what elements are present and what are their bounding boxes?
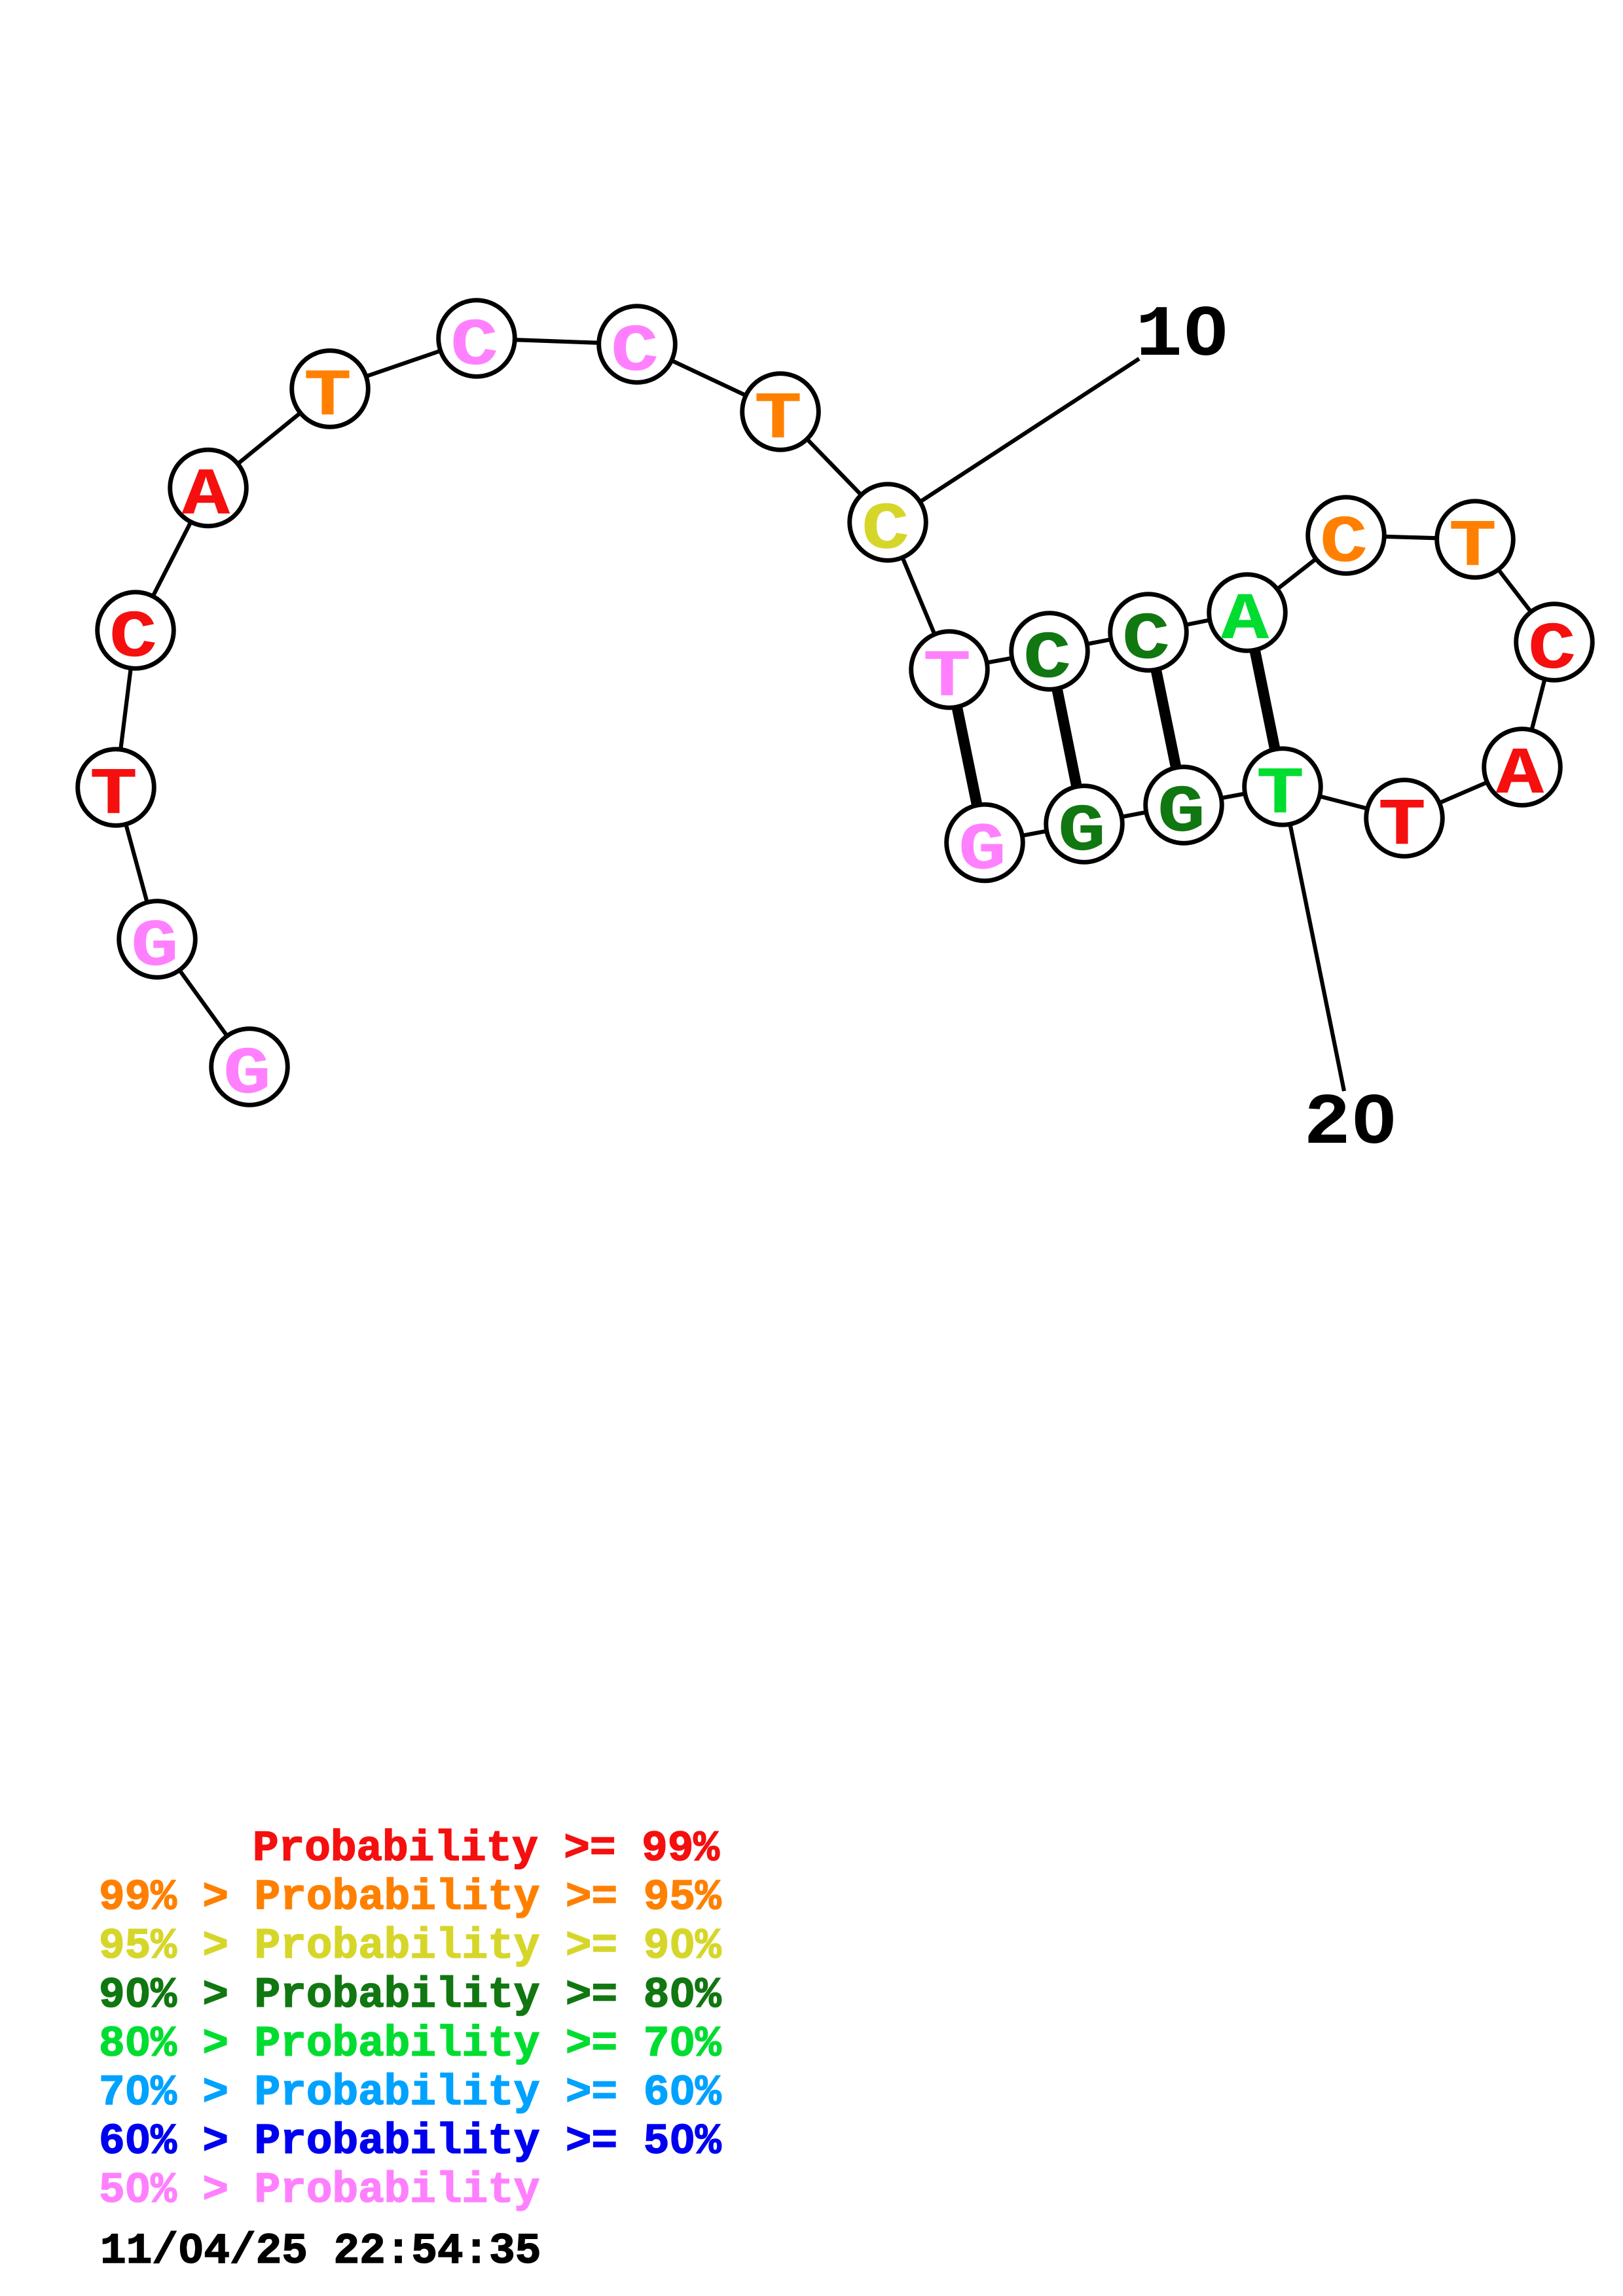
svg-text:G: G bbox=[958, 814, 1006, 888]
svg-text:C: C bbox=[109, 601, 157, 676]
svg-text:C: C bbox=[611, 315, 659, 390]
svg-text:T: T bbox=[90, 759, 137, 833]
svg-text:C: C bbox=[1320, 507, 1368, 581]
svg-text:C: C bbox=[450, 310, 498, 384]
svg-text:A: A bbox=[1221, 584, 1269, 658]
svg-text:70% > Probability >= 60%: 70% > Probability >= 60% bbox=[99, 2068, 721, 2117]
svg-text:T: T bbox=[1378, 789, 1426, 864]
svg-text:G: G bbox=[1158, 776, 1205, 851]
svg-text:95% > Probability >= 90%: 95% > Probability >= 90% bbox=[99, 1922, 721, 1971]
svg-text:G: G bbox=[223, 1038, 271, 1113]
svg-text:T: T bbox=[754, 383, 802, 457]
svg-text:20: 20 bbox=[1304, 1083, 1397, 1165]
svg-text:50% > Probability: 50% > Probability bbox=[99, 2166, 539, 2215]
svg-text:T: T bbox=[923, 641, 971, 715]
svg-text:A: A bbox=[1496, 738, 1544, 813]
svg-text:G: G bbox=[1058, 795, 1106, 870]
svg-text:T: T bbox=[304, 360, 352, 435]
svg-text:90% > Probability >= 80%: 90% > Probability >= 80% bbox=[99, 1971, 721, 2020]
svg-text:C: C bbox=[1023, 622, 1071, 697]
svg-text:T: T bbox=[1256, 758, 1304, 833]
svg-text:10: 10 bbox=[1135, 295, 1229, 377]
svg-text:G: G bbox=[131, 910, 179, 985]
svg-text:A: A bbox=[182, 459, 230, 533]
svg-text:80% > Probability >= 70%: 80% > Probability >= 70% bbox=[99, 2019, 721, 2068]
svg-text:C: C bbox=[862, 493, 909, 568]
svg-text:C: C bbox=[1122, 603, 1170, 678]
svg-text:Probability >= 99%: Probability >= 99% bbox=[253, 1824, 720, 1873]
svg-text:60% > Probability >= 50%: 60% > Probability >= 50% bbox=[99, 2117, 721, 2166]
svg-text:C: C bbox=[1528, 613, 1576, 688]
svg-text:11/04/25 22:54:35: 11/04/25 22:54:35 bbox=[100, 2227, 541, 2276]
svg-text:99% > Probability >= 95%: 99% > Probability >= 95% bbox=[99, 1873, 721, 1922]
svg-text:T: T bbox=[1449, 511, 1497, 585]
